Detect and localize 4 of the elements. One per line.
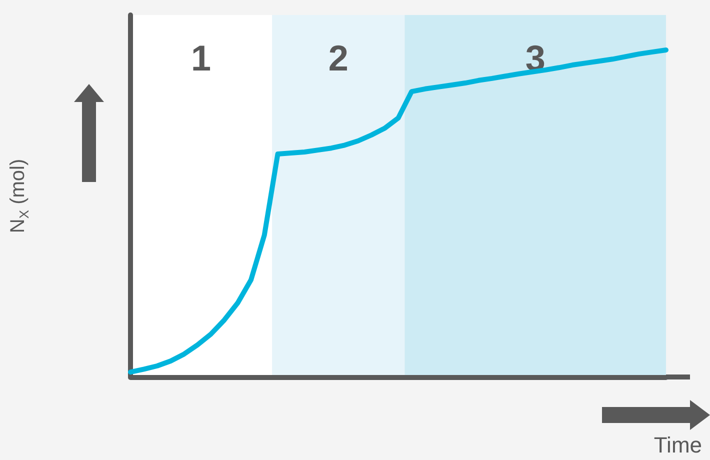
y-axis-title: NX (mol)	[7, 158, 32, 234]
annotation: 2	[328, 38, 348, 78]
annotation: 1	[191, 38, 212, 78]
x-axis-title: Time	[654, 432, 702, 458]
